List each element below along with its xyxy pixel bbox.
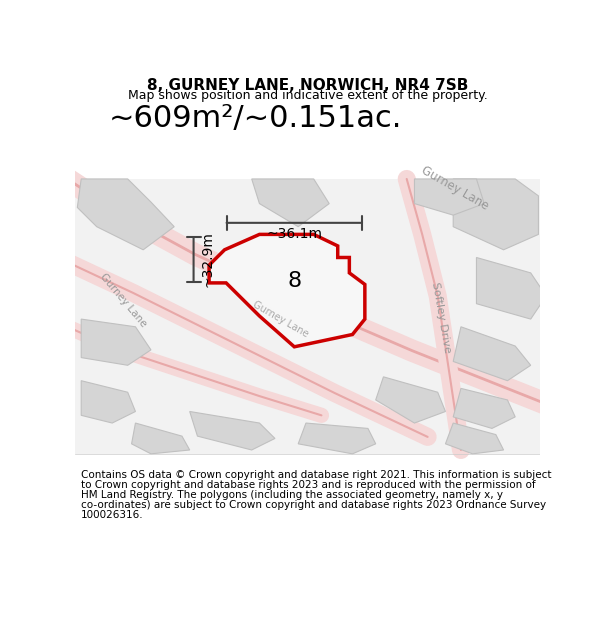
Polygon shape [376, 377, 445, 423]
Text: ~32.9m: ~32.9m [200, 231, 215, 288]
Text: Softley Drive: Softley Drive [430, 281, 452, 354]
Polygon shape [236, 254, 333, 315]
Text: Map shows position and indicative extent of the property.: Map shows position and indicative extent… [128, 89, 487, 102]
Polygon shape [445, 423, 503, 454]
Text: ~609m²/~0.151ac.: ~609m²/~0.151ac. [109, 104, 402, 133]
Text: Gurney Lane: Gurney Lane [251, 299, 310, 339]
Text: ~36.1m: ~36.1m [266, 227, 322, 241]
Polygon shape [298, 423, 376, 454]
Polygon shape [476, 258, 546, 319]
Polygon shape [131, 423, 190, 454]
Text: to Crown copyright and database rights 2023 and is reproduced with the permissio: to Crown copyright and database rights 2… [81, 480, 536, 490]
Text: co-ordinates) are subject to Crown copyright and database rights 2023 Ordnance S: co-ordinates) are subject to Crown copyr… [81, 500, 547, 510]
Polygon shape [453, 327, 531, 381]
Text: Gurney Lane: Gurney Lane [419, 164, 491, 212]
Text: 8, GURNEY LANE, NORWICH, NR4 7SB: 8, GURNEY LANE, NORWICH, NR4 7SB [147, 78, 468, 93]
Polygon shape [453, 388, 515, 428]
Polygon shape [81, 319, 151, 365]
Text: Gurney Lane: Gurney Lane [98, 271, 148, 329]
Text: 8: 8 [287, 271, 301, 291]
Text: 100026316.: 100026316. [81, 510, 144, 520]
Polygon shape [190, 411, 275, 450]
Bar [75, 179, 540, 454]
Polygon shape [77, 179, 174, 250]
Polygon shape [81, 381, 136, 423]
Polygon shape [252, 179, 329, 227]
Text: HM Land Registry. The polygons (including the associated geometry, namely x, y: HM Land Registry. The polygons (includin… [81, 490, 503, 500]
Polygon shape [453, 179, 538, 250]
Polygon shape [209, 234, 365, 347]
Text: Contains OS data © Crown copyright and database right 2021. This information is : Contains OS data © Crown copyright and d… [81, 470, 552, 480]
Polygon shape [415, 179, 484, 215]
